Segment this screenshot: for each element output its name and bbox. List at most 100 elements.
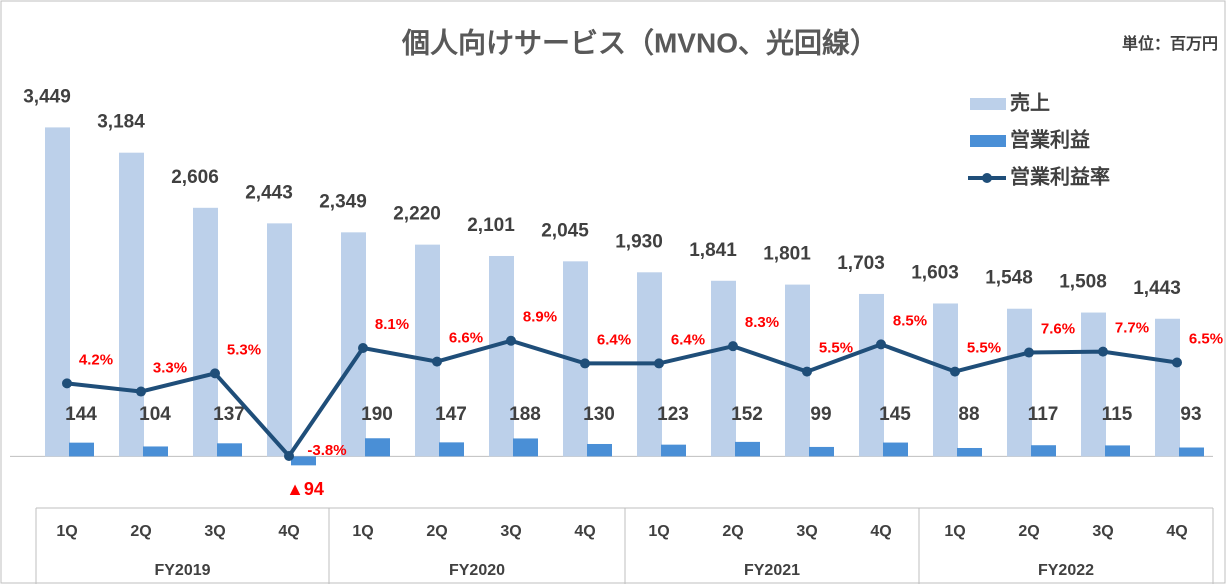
legend-label: 売上 xyxy=(1010,91,1050,114)
data-label: 2,220 xyxy=(393,204,441,225)
marker xyxy=(950,366,960,377)
bar xyxy=(1179,447,1204,457)
x-tick-label: 3Q xyxy=(500,523,521,540)
data-label: 7.6% xyxy=(1041,321,1075,338)
bar xyxy=(859,293,884,457)
x-tick-label: 2Q xyxy=(722,523,743,540)
x-tick-label: 2Q xyxy=(130,523,151,540)
data-label: 130 xyxy=(583,404,615,425)
marker xyxy=(62,378,72,389)
bar xyxy=(489,255,514,457)
bar xyxy=(809,446,834,457)
bar xyxy=(365,438,390,457)
data-label: 4.2% xyxy=(79,351,113,368)
chart-title: 個人向けサービス（MVNO、光回線） xyxy=(401,26,878,58)
data-label: 5.5% xyxy=(819,340,853,357)
data-label: 88 xyxy=(958,404,979,425)
bar xyxy=(217,443,242,457)
data-label: 2,101 xyxy=(467,215,515,236)
data-label: 115 xyxy=(1102,404,1133,425)
data-label: 3.3% xyxy=(153,360,187,377)
data-label: 2,606 xyxy=(171,167,219,188)
data-label: 104 xyxy=(139,404,171,425)
data-label: -3.8% xyxy=(307,442,346,459)
marker xyxy=(1024,347,1034,358)
group-label: FY2022 xyxy=(1038,562,1094,579)
bar xyxy=(661,444,686,457)
marker xyxy=(432,356,442,367)
x-tick-label: 1Q xyxy=(352,523,373,540)
data-label: 3,184 xyxy=(97,112,145,133)
marker xyxy=(210,368,220,379)
bar xyxy=(957,447,982,457)
data-label: 93 xyxy=(1180,404,1201,425)
data-label: 3,449 xyxy=(23,86,71,107)
marker xyxy=(136,386,146,397)
marker xyxy=(876,339,886,350)
data-label: 144 xyxy=(65,404,97,425)
data-label: ▲94 xyxy=(286,479,324,499)
data-label: 1,548 xyxy=(985,268,1033,289)
data-label: 1,841 xyxy=(689,240,737,261)
marker xyxy=(654,358,664,369)
data-label: 8.1% xyxy=(375,316,409,333)
x-tick-label: 3Q xyxy=(1092,523,1113,540)
bar xyxy=(711,280,736,457)
x-tick-label: 1Q xyxy=(944,523,965,540)
bar xyxy=(119,152,144,457)
data-label: 5.5% xyxy=(967,340,1001,357)
data-label: 188 xyxy=(509,404,541,425)
data-label: 1,603 xyxy=(911,262,959,283)
data-label: 147 xyxy=(435,404,467,425)
group-label: FY2019 xyxy=(154,562,210,579)
bar xyxy=(587,443,612,457)
data-label: 7.7% xyxy=(1115,320,1149,337)
data-label: 190 xyxy=(361,404,393,425)
bar xyxy=(143,446,168,457)
data-label: 99 xyxy=(810,404,831,425)
bar xyxy=(1081,312,1106,457)
marker xyxy=(580,358,590,369)
legend-swatch xyxy=(970,135,1006,147)
data-label: 8.9% xyxy=(523,309,557,326)
marker xyxy=(1098,346,1108,357)
legend-label: 営業利益 xyxy=(1010,127,1090,151)
bar xyxy=(1105,445,1130,457)
x-tick-label: 2Q xyxy=(426,523,447,540)
data-label: 145 xyxy=(879,404,911,425)
data-label: 152 xyxy=(731,404,763,425)
data-label: 6.6% xyxy=(449,330,483,347)
bar xyxy=(1155,318,1180,457)
marker xyxy=(1172,357,1182,368)
x-tick-label: 2Q xyxy=(1018,523,1039,540)
data-label: 1,930 xyxy=(615,231,663,252)
bar xyxy=(513,438,538,457)
data-label: 1,801 xyxy=(763,244,811,265)
x-tick-label: 4Q xyxy=(574,523,595,540)
bar xyxy=(193,207,218,457)
bar xyxy=(883,442,908,457)
data-label: 6.5% xyxy=(1189,330,1223,347)
bar xyxy=(933,303,958,457)
legend-swatch xyxy=(970,98,1006,110)
bar xyxy=(735,441,760,457)
x-tick-label: 3Q xyxy=(796,523,817,540)
data-label: 1,508 xyxy=(1059,272,1107,293)
data-label: 137 xyxy=(213,404,245,425)
bar xyxy=(1031,445,1056,457)
bar xyxy=(1007,308,1032,457)
data-label: 8.3% xyxy=(745,314,779,331)
marker xyxy=(506,335,516,346)
data-label: 2,349 xyxy=(319,191,367,212)
group-label: FY2020 xyxy=(449,562,505,579)
data-label: 123 xyxy=(657,404,689,425)
legend-swatch xyxy=(982,173,992,183)
bar xyxy=(69,442,94,457)
data-label: 1,443 xyxy=(1133,278,1181,299)
data-label: 6.4% xyxy=(597,331,631,348)
group-label: FY2021 xyxy=(744,562,800,579)
x-tick-label: 4Q xyxy=(870,523,891,540)
unit-note: 単位：百万円 xyxy=(1122,34,1218,53)
